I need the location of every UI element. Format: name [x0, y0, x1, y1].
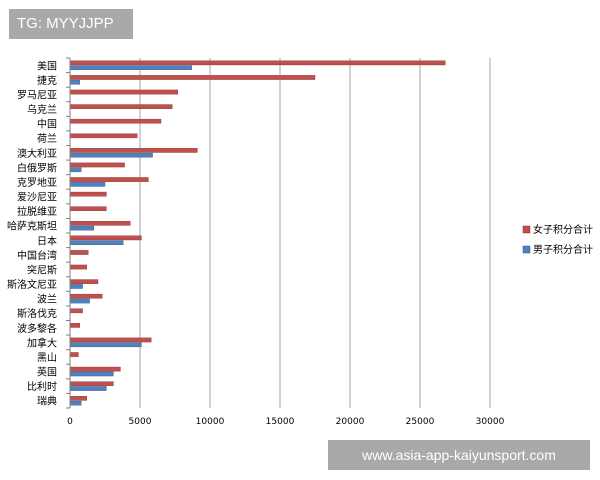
bar-male	[69, 298, 90, 304]
bar-female	[69, 366, 121, 372]
category-label: 突尼斯	[27, 263, 57, 276]
category-label: 斯洛文尼亚	[7, 278, 57, 291]
bar-male	[69, 152, 153, 158]
bar-male	[69, 65, 193, 70]
bar-female	[69, 148, 198, 153]
bars	[69, 60, 446, 406]
watermark-label: TG: MYYJJPP	[9, 9, 133, 39]
legend-swatch	[522, 225, 531, 234]
bar-female	[69, 250, 89, 255]
category-label: 波多黎各	[17, 322, 57, 335]
category-label: 克罗地亚	[17, 176, 57, 189]
category-label: 加拿大	[27, 336, 57, 349]
bar-female	[69, 337, 152, 343]
legend-label: 男子积分合计	[533, 243, 593, 256]
bar-male	[69, 371, 114, 377]
bar-male	[69, 400, 82, 406]
category-label: 哈萨克斯坦	[7, 220, 57, 233]
category-label: 美国	[37, 59, 57, 72]
bar-female	[69, 308, 83, 314]
bar-female	[69, 118, 162, 124]
bar-female	[69, 60, 446, 66]
bar-female	[69, 352, 79, 357]
bar-male	[69, 240, 124, 245]
x-tick-label: 15000	[266, 417, 295, 427]
bar-female	[69, 293, 103, 299]
bar-male	[69, 342, 142, 348]
grid-lines	[139, 58, 491, 408]
legend-swatch	[522, 245, 531, 254]
bar-female	[69, 191, 107, 197]
footer-url-label: www.asia-app-kaiyunsport.com	[328, 440, 590, 470]
axes: 0 5000 10000 15000 20000 25000 30000 美国捷克罗马尼亚乌克…	[7, 57, 505, 427]
bar-male	[69, 182, 106, 187]
bar-female	[69, 104, 173, 109]
bar-female	[69, 381, 114, 387]
bar-female	[69, 206, 107, 212]
category-label: 爱沙尼亚	[17, 191, 57, 204]
category-label: 斯洛伐克	[17, 307, 57, 320]
x-tick-label: 10000	[196, 417, 225, 427]
bar-male	[69, 167, 82, 173]
category-label: 拉脱维亚	[17, 205, 57, 218]
x-tick-label: 5000	[129, 417, 152, 427]
bar-female	[69, 235, 142, 241]
bar-male	[69, 225, 94, 231]
bar-female	[69, 162, 125, 168]
bar-female	[69, 279, 99, 284]
category-label: 波兰	[37, 293, 57, 306]
bar-female	[69, 221, 131, 226]
bar-female	[69, 133, 138, 139]
category-label: 中国	[37, 118, 57, 131]
category-label: 日本	[37, 234, 57, 247]
category-label: 罗马尼亚	[17, 89, 57, 101]
x-tick-label: 0	[67, 417, 73, 427]
bar-female	[69, 264, 87, 270]
bar-female	[69, 89, 179, 95]
category-label: 乌克兰	[27, 103, 57, 116]
bar-female	[69, 177, 149, 182]
category-label: 白俄罗斯	[17, 161, 57, 174]
category-label: 中国台湾	[17, 249, 57, 262]
category-label: 捷克	[37, 74, 57, 87]
bar-female	[69, 396, 87, 401]
x-tick-label: 25000	[406, 417, 435, 427]
category-label: 瑞典	[37, 395, 57, 408]
category-label: 荷兰	[37, 132, 57, 145]
category-label: 黑山	[37, 352, 57, 364]
bar-female	[69, 323, 81, 328]
bar-male	[69, 386, 107, 391]
x-tick-label: 30000	[476, 417, 505, 427]
x-tick-label: 20000	[336, 417, 365, 427]
category-label: 比利时	[27, 381, 57, 393]
bar-female	[69, 75, 316, 80]
legend-label: 女子积分合计	[533, 223, 593, 236]
category-label: 英国	[37, 366, 57, 379]
category-label: 澳大利亚	[17, 147, 57, 160]
bar-male	[69, 79, 81, 85]
bar-male	[69, 284, 83, 289]
